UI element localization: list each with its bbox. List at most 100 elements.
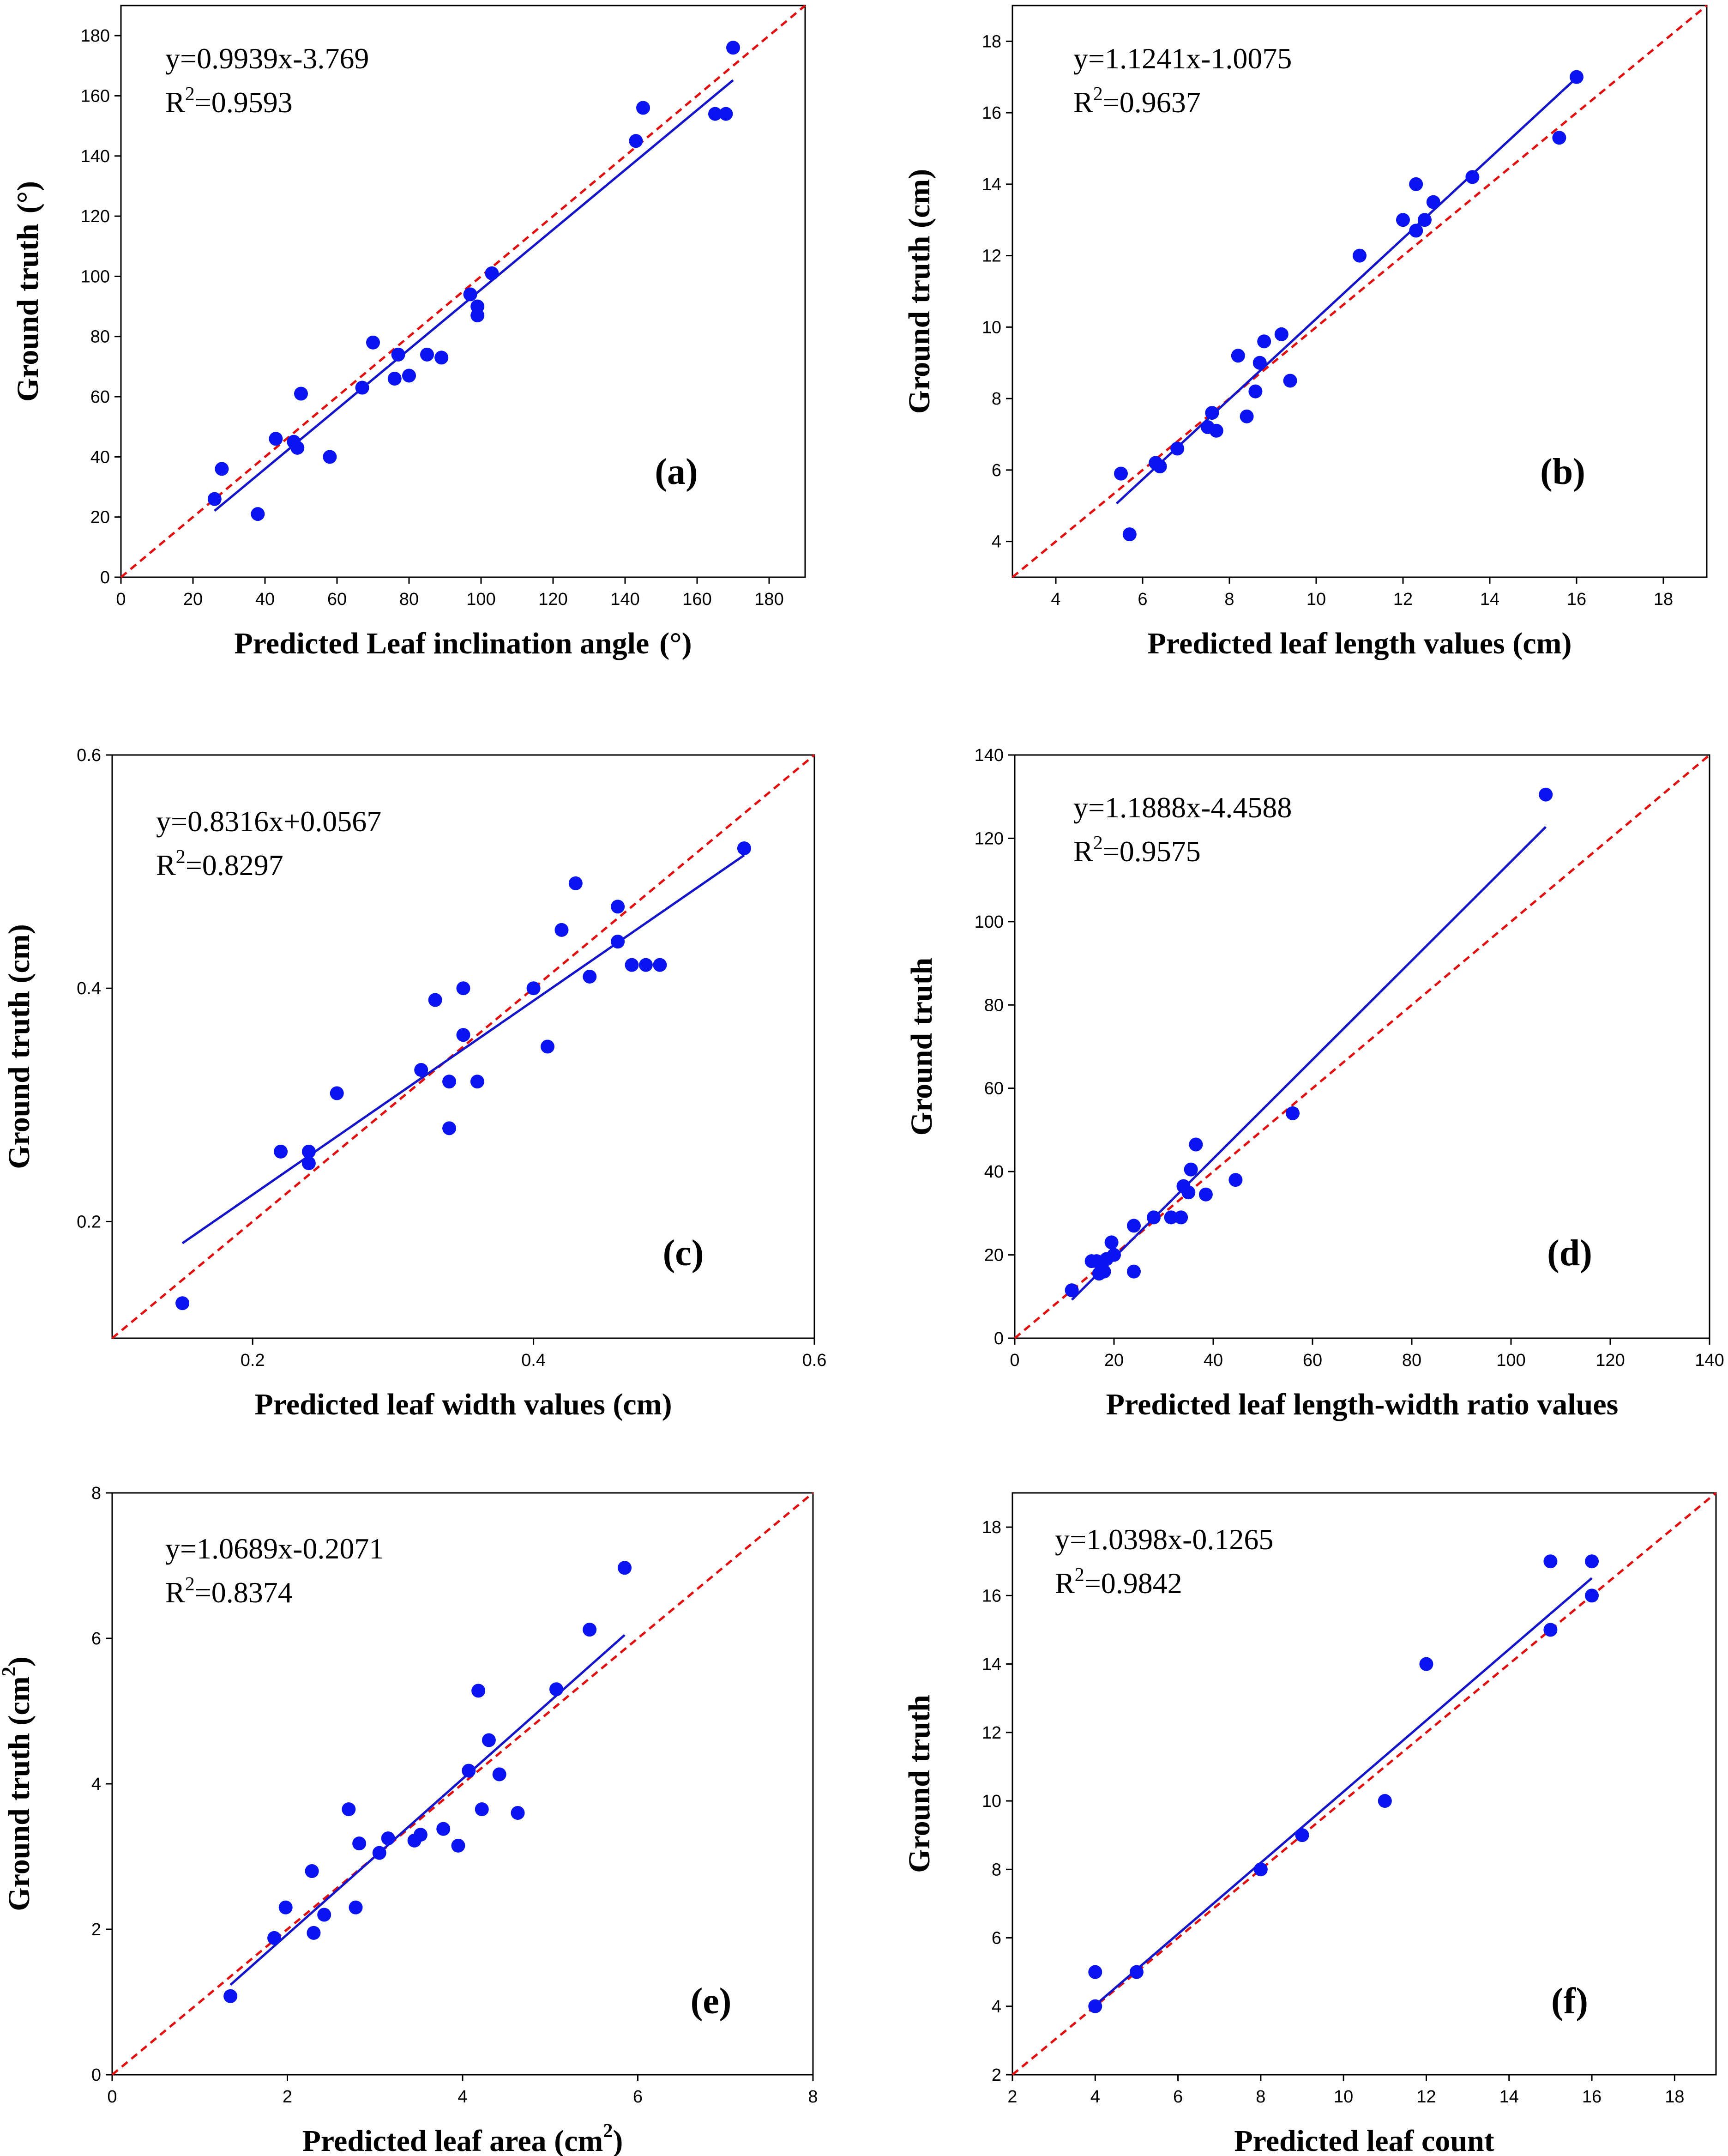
y-tick-label: 20	[984, 1246, 1004, 1265]
data-point	[1122, 527, 1137, 542]
data-point	[1097, 1264, 1111, 1279]
x-tick-label: 40	[255, 590, 275, 609]
data-point	[436, 1822, 451, 1836]
data-point	[470, 308, 485, 323]
data-point	[653, 958, 667, 972]
data-point	[414, 1063, 428, 1077]
data-point	[526, 981, 541, 996]
y-tick-label: 6	[992, 461, 1001, 480]
x-tick-label: 160	[682, 590, 711, 609]
data-point	[428, 993, 442, 1007]
y-tick-label: 0.4	[77, 979, 101, 998]
panel-f: 2 4 6 8 10 12 14 16 18 2 4 6 8 10 12 14 16 18 y=1.0398x-0.…	[903, 1492, 1717, 2156]
data-point	[1107, 1248, 1121, 1262]
data-point	[726, 41, 740, 55]
x-tick-label: 0.2	[241, 1351, 265, 1370]
data-point	[278, 1900, 293, 1914]
y-axis-label-superscript: 2	[0, 1667, 20, 1676]
data-point	[1184, 1162, 1198, 1177]
x-axis-label-superscript: 2	[603, 2120, 613, 2142]
data-point	[294, 387, 308, 401]
r-squared: R2=0.9575	[1073, 833, 1201, 868]
x-tick-label: 8	[1224, 590, 1234, 609]
data-point	[1286, 1106, 1300, 1120]
r-squared-value: =0.9637	[1103, 86, 1201, 119]
y-tick-label: 0.2	[77, 1212, 101, 1232]
data-point	[1283, 374, 1297, 388]
x-axis-label-text: Predicted leaf length-width ratio values	[1106, 1388, 1619, 1421]
y-tick-label: 4	[992, 1997, 1001, 2017]
data-point	[1253, 1862, 1268, 1877]
data-point	[269, 432, 283, 446]
panel-label: (a)	[655, 452, 698, 492]
data-point	[420, 347, 434, 362]
data-point	[1465, 170, 1480, 184]
data-point	[207, 492, 222, 506]
data-point	[463, 287, 477, 302]
x-axis-label: Predicted leaf area (cm2)	[302, 2120, 623, 2156]
r-squared-superscript: 2	[1093, 833, 1103, 854]
data-point	[611, 935, 625, 949]
data-point	[1353, 248, 1367, 263]
data-point	[381, 1831, 395, 1846]
data-point	[1252, 356, 1267, 370]
panel-b: 4 6 8 10 12 14 16 18 4 6 8 10 12 14 16 18 y=1.1241x-1.00…	[903, 5, 1708, 660]
y-tick-label: 80	[90, 327, 110, 347]
y-axis-label: Ground truth (cm)	[903, 169, 936, 414]
y-axis-label-text: Ground truth (cm)	[2, 924, 36, 1169]
r-squared-value: =0.9593	[195, 86, 293, 119]
data-point	[1104, 1235, 1119, 1250]
data-point	[456, 1028, 470, 1042]
x-tick-label: 0	[1010, 1351, 1019, 1370]
data-point	[1585, 1588, 1599, 1603]
data-point	[1170, 441, 1185, 456]
y-axis-label-text: Ground truth	[905, 958, 939, 1136]
data-point	[175, 1296, 190, 1311]
x-axis-label-text: Predicted leaf width values (cm)	[254, 1388, 672, 1421]
r-squared-value: =0.9842	[1084, 1567, 1182, 1600]
data-point	[554, 923, 569, 937]
data-point	[1127, 1264, 1141, 1279]
data-point	[330, 1086, 344, 1100]
panel-e: 0 2 4 6 802468y=1.0689x-0.2071R2=0.8374(e)Pr…	[0, 1484, 818, 2156]
data-point	[1181, 1185, 1196, 1200]
y-tick-label: 100	[975, 912, 1004, 932]
y-tick-label: 12	[982, 1723, 1001, 1743]
data-point	[307, 1926, 321, 1940]
y-tick-label: 8	[992, 1860, 1001, 1879]
data-point	[1570, 70, 1583, 84]
data-point	[267, 1931, 282, 1945]
data-point	[1231, 349, 1245, 363]
r-squared-superscript: 2	[1093, 84, 1103, 105]
data-point	[352, 1836, 367, 1851]
x-tick-label: 60	[1303, 1351, 1322, 1370]
y-axis-label: Ground truth (cm)	[2, 924, 36, 1169]
x-tick-label: 180	[754, 590, 783, 609]
data-point	[583, 969, 597, 984]
data-point	[451, 1838, 465, 1853]
y-tick-label: 4	[91, 1775, 101, 1794]
r-squared-superscript: 2	[1075, 1564, 1084, 1586]
data-point	[482, 1733, 496, 1747]
data-point	[1248, 384, 1263, 399]
data-point	[305, 1864, 319, 1878]
y-tick-label: 2	[91, 1920, 101, 1939]
data-point	[1396, 213, 1410, 227]
data-point	[1418, 213, 1432, 227]
panel-a: 0 20 40 60 80 100 120 140 160 180 0 20 40 60 80 100 120 1…	[11, 5, 806, 660]
y-tick-label: 40	[984, 1162, 1004, 1182]
data-point	[470, 1075, 484, 1089]
x-axis-label: Predicted leaf width values (cm)	[254, 1388, 672, 1421]
fit-line	[1115, 77, 1577, 505]
x-tick-label: 60	[327, 590, 347, 609]
r-squared-symbol: R	[156, 849, 176, 882]
x-tick-label: 6	[1173, 2087, 1183, 2107]
x-tick-label: 100	[466, 590, 495, 609]
data-point	[323, 450, 337, 464]
data-point	[485, 266, 499, 280]
data-point	[462, 1763, 476, 1778]
x-tick-label: 140	[610, 590, 639, 609]
x-tick-label: 120	[1596, 1351, 1625, 1370]
r-squared-superscript: 2	[176, 846, 186, 868]
data-point	[568, 876, 583, 890]
